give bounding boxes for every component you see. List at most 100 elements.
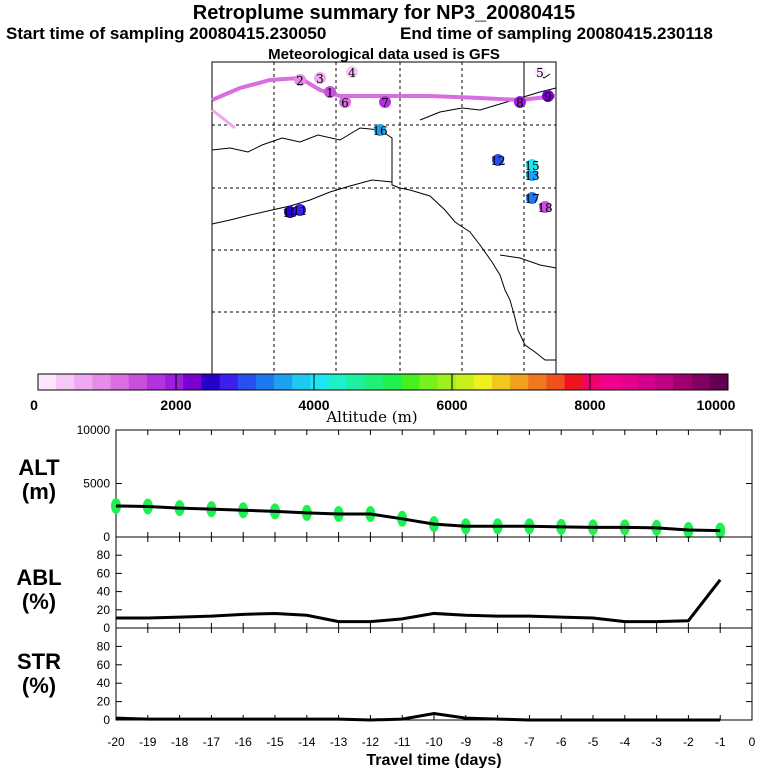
map-point-label: 2 [296, 74, 304, 88]
colorbar-tick-label: 8000 [574, 397, 605, 413]
map-point-label: 1 [326, 86, 334, 100]
x-tick-label: -9 [460, 735, 471, 749]
y-tick-label: 20 [97, 695, 111, 709]
y-tick-label: 40 [97, 585, 111, 599]
map-point-label: 13 [524, 169, 539, 183]
map-frame [211, 61, 557, 375]
x-tick-label: -1 [715, 735, 726, 749]
colorbar-tick-label: 6000 [436, 397, 467, 413]
x-tick-label: -8 [492, 735, 503, 749]
y-tick-label: 0 [103, 621, 110, 635]
colorbar-swatch [237, 374, 257, 390]
colorbar-swatch [473, 374, 493, 390]
colorbar-swatch [110, 374, 130, 390]
y-tick-label: 0 [103, 713, 110, 727]
colorbar-tick-label: 2000 [160, 397, 191, 413]
map-point-marker [526, 192, 538, 204]
x-tick-label: -16 [235, 735, 253, 749]
x-tick-label: -6 [556, 735, 567, 749]
colorbar-swatch [419, 374, 438, 390]
colorbar-swatch [455, 374, 475, 390]
str-frame [115, 627, 753, 721]
x-tick-label: -19 [139, 735, 157, 749]
map-point-marker [514, 96, 526, 108]
map-point-label: 16 [372, 124, 387, 138]
x-tick-label: -12 [362, 735, 380, 749]
page-title: Retroplume summary for NP3_20080415 [192, 2, 576, 24]
colorbar-swatch [165, 374, 184, 390]
colorbar-swatch [691, 374, 711, 390]
map-point-label: 17 [524, 192, 539, 206]
x-tick-label: -4 [619, 735, 630, 749]
map-point-label: 11 [292, 204, 307, 218]
plume-track [211, 75, 557, 103]
str-panel-label: STR (%) [17, 649, 61, 698]
x-tick-label: -3 [651, 735, 662, 749]
y-tick-label: 0 [103, 530, 110, 544]
colorbar-swatch [92, 374, 112, 390]
map-point-marker [284, 206, 296, 218]
map-point-marker [526, 159, 538, 171]
x-tick-label: -13 [330, 735, 348, 749]
x-tick-label: -2 [683, 735, 694, 749]
y-tick-label: 80 [97, 639, 111, 653]
y-tick-label: 20 [97, 603, 111, 617]
map-point-marker [539, 201, 551, 213]
x-tick-label: -11 [394, 735, 411, 749]
colorbar-swatch [383, 374, 402, 390]
colorbar-swatch [709, 374, 729, 390]
map-point-label: 5 [536, 66, 544, 80]
end-time-label: End time of sampling 20080415.230118 [400, 24, 713, 43]
colorbar-swatch [183, 374, 202, 390]
colorbar-swatch [655, 374, 675, 390]
x-axis: -20 -19 -18 -17 -16 -15 -14 -13 -12 -11 -10 -9 -8 -7-… [107, 735, 755, 768]
map-point-label: 8 [516, 96, 524, 110]
abl-panel-label: ABL (%) [16, 565, 62, 614]
colorbar-swatch [401, 374, 420, 390]
map-point-label: 9 [544, 90, 552, 104]
colorbar-swatch [146, 374, 166, 390]
map-point-label: 10 [282, 206, 297, 220]
x-tick-label: -5 [588, 735, 599, 749]
map-point-label: 4 [348, 66, 356, 80]
map-point-marker [542, 90, 554, 102]
colorbar-swatch [582, 374, 602, 390]
colorbar-axis-label: Altitude (m) [325, 408, 417, 426]
start-time-label: Start time of sampling 20080415.230050 [6, 24, 327, 43]
colorbar-swatch [510, 374, 529, 390]
colorbar-tick-label: 0 [30, 397, 38, 413]
abl-panel: 0 20 40 60 80 [97, 536, 753, 635]
map-point-marker [294, 74, 306, 86]
y-tick-label: 10000 [77, 423, 111, 437]
met-data-label: Meteorological data used is GFS [268, 46, 500, 63]
colorbar-swatch [74, 374, 93, 390]
x-tick-label: -7 [524, 735, 535, 749]
map-point-label: 7 [381, 96, 389, 110]
altitude-colorbar: 0 2000 4000 6000 8000 10000 Altitude (m) [30, 373, 736, 426]
x-tick-label: -14 [298, 735, 316, 749]
y-tick-label: 40 [97, 676, 111, 690]
y-tick-label: 60 [97, 566, 111, 580]
y-tick-label: 5000 [83, 477, 110, 491]
map-point-marker [379, 96, 391, 108]
map-point-marker [324, 86, 336, 98]
x-tick-label: -10 [425, 735, 443, 749]
colorbar-tick-label: 4000 [298, 397, 329, 413]
str-series-line [115, 712, 721, 722]
map-point-marker [374, 124, 386, 136]
coastlines [211, 62, 557, 361]
y-tick-label: 80 [97, 548, 111, 562]
colorbar-swatch [328, 374, 348, 390]
x-tick-label: -17 [203, 735, 221, 749]
alt-panel-label: ALT (m) [18, 455, 60, 504]
colorbar-swatch [437, 374, 457, 390]
map-point-label: 12 [490, 154, 505, 168]
x-tick-label: -18 [171, 735, 189, 749]
colorbar-swatch [128, 374, 148, 390]
abl-series-line [116, 578, 722, 624]
map-point-marker [314, 72, 326, 84]
x-tick-label: -20 [107, 735, 125, 749]
plume-tail [211, 108, 236, 130]
